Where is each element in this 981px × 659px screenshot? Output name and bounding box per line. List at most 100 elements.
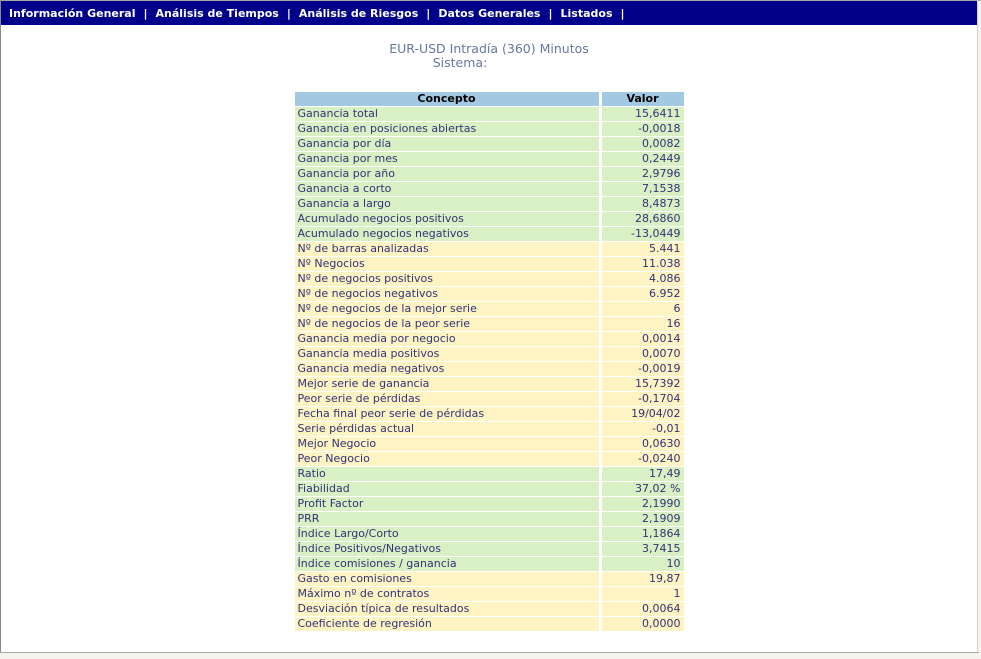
row-value: 0,0082: [601, 137, 684, 151]
menu-separator: |: [143, 6, 148, 20]
row-value: 19,87: [601, 572, 684, 586]
table-row: Ganancia media positivos 0,0070: [294, 347, 684, 361]
row-value: -0,0240: [601, 452, 684, 466]
table-row: Fecha final peor serie de pérdidas 19/04/…: [294, 407, 684, 421]
row-value: 1,1864: [601, 527, 684, 541]
row-label: Mejor serie de ganancia: [294, 377, 599, 391]
table-row: Ganancia en posiciones abiertas -0,0018: [294, 122, 684, 136]
row-value: 16: [601, 317, 684, 331]
row-label: Fecha final peor serie de pérdidas: [294, 407, 599, 421]
row-value: 10: [601, 557, 684, 571]
row-label: Nº de negocios de la peor serie: [294, 317, 599, 331]
table-row: Índice comisiones / ganancia 10: [294, 557, 684, 571]
menu-item-listados[interactable]: Listados: [560, 6, 613, 20]
row-value: -0,01: [601, 422, 684, 436]
row-label: Peor serie de pérdidas: [294, 392, 599, 406]
table-row: Ganancia por mes 0,2449: [294, 152, 684, 166]
table-row: Ganancia por día 0,0082: [294, 137, 684, 151]
menu-item-informacion-general[interactable]: Información General: [9, 6, 136, 20]
table-row: Coeficiente de regresión 0,0000: [294, 617, 684, 631]
row-value: 2,1990: [601, 497, 684, 511]
table-row: Gasto en comisiones 19,87: [294, 572, 684, 586]
row-value: 28,6860: [601, 212, 684, 226]
table-row: Serie pérdidas actual -0,01: [294, 422, 684, 436]
row-label: Acumulado negocios negativos: [294, 227, 599, 241]
table-row: Profit Factor 2,1990: [294, 497, 684, 511]
row-value: -0,0019: [601, 362, 684, 376]
row-value: 37,02 %: [601, 482, 684, 496]
row-value: 19/04/02: [601, 407, 684, 421]
column-header-concepto: Concepto: [294, 92, 599, 106]
row-value: 3,7415: [601, 542, 684, 556]
table-row: Ganancia a corto 7,1538: [294, 182, 684, 196]
menu-item-datos-generales[interactable]: Datos Generales: [438, 6, 541, 20]
table-row: Peor serie de pérdidas -0,1704: [294, 392, 684, 406]
menu-separator: |: [426, 6, 431, 20]
row-value: 15,7392: [601, 377, 684, 391]
row-value: 0,0000: [601, 617, 684, 631]
table-row: Ganancia media por negocio 0,0014: [294, 332, 684, 346]
row-label: Índice Positivos/Negativos: [294, 542, 599, 556]
table-row: Nº de negocios de la peor serie 16: [294, 317, 684, 331]
page-subtitle-row: Sistema:: [1, 56, 977, 70]
menu-separator: |: [286, 6, 291, 20]
row-label: Nº de negocios de la mejor serie: [294, 302, 599, 316]
row-label: Fiabilidad: [294, 482, 599, 496]
row-label: Ganancia a largo: [294, 197, 599, 211]
row-value: 5.441: [601, 242, 684, 256]
row-label: Nº Negocios: [294, 257, 599, 271]
row-label: Coeficiente de regresión: [294, 617, 599, 631]
table-row: Fiabilidad 37,02 %: [294, 482, 684, 496]
table-row: Nº de negocios positivos 4.086: [294, 272, 684, 286]
row-value: 8,4873: [601, 197, 684, 211]
row-label: Ganancia a corto: [294, 182, 599, 196]
row-value: 11.038: [601, 257, 684, 271]
stats-table: Concepto Valor Ganancia total 15,6411 Gana…: [292, 91, 687, 632]
row-label: Serie pérdidas actual: [294, 422, 599, 436]
row-label: Mejor Negocio: [294, 437, 599, 451]
row-value: 6.952: [601, 287, 684, 301]
table-row: Ganancia total 15,6411: [294, 107, 684, 121]
row-label: PRR: [294, 512, 599, 526]
row-label: Nº de barras analizadas: [294, 242, 599, 256]
row-label: Ganancia en posiciones abiertas: [294, 122, 599, 136]
row-value: 17,49: [601, 467, 684, 481]
table-row: Ganancia a largo 8,4873: [294, 197, 684, 211]
row-value: -0,1704: [601, 392, 684, 406]
row-label: Desviación típica de resultados: [294, 602, 599, 616]
menu-item-analisis-de-riesgos[interactable]: Análisis de Riesgos: [298, 6, 419, 20]
table-row: Nº de negocios negativos 6.952: [294, 287, 684, 301]
table-row: PRR 2,1909: [294, 512, 684, 526]
row-label: Ganancia por año: [294, 167, 599, 181]
header-row: Concepto Valor: [294, 92, 684, 106]
table-row: Máximo nº de contratos 1: [294, 587, 684, 601]
row-value: 0,0630: [601, 437, 684, 451]
menu-bar: Información General | Análisis de Tiempos |…: [1, 1, 977, 25]
window-border-top: [0, 0, 981, 1]
row-value: 0,2449: [601, 152, 684, 166]
row-value: -0,0018: [601, 122, 684, 136]
row-label: Ratio: [294, 467, 599, 481]
row-label: Máximo nº de contratos: [294, 587, 599, 601]
table-row: Ganancia media negativos -0,0019: [294, 362, 684, 376]
row-label: Nº de negocios negativos: [294, 287, 599, 301]
menu-separator: |: [548, 6, 553, 20]
table-row: Desviación típica de resultados 0,0064: [294, 602, 684, 616]
row-label: Ganancia media negativos: [294, 362, 599, 376]
row-label: Ganancia media por negocio: [294, 332, 599, 346]
window-border-bottom: [0, 652, 979, 653]
row-value: 15,6411: [601, 107, 684, 121]
row-label: Índice comisiones / ganancia: [294, 557, 599, 571]
table-row: Ganancia por año 2,9796: [294, 167, 684, 181]
row-label: Peor Negocio: [294, 452, 599, 466]
row-value: 0,0064: [601, 602, 684, 616]
menu-item-analisis-de-tiempos[interactable]: Análisis de Tiempos: [155, 6, 279, 20]
table-row: Mejor serie de ganancia 15,7392: [294, 377, 684, 391]
row-value: -13,0449: [601, 227, 684, 241]
row-value: 6: [601, 302, 684, 316]
stats-table-header: Concepto Valor: [294, 92, 684, 106]
row-label: Ganancia por mes: [294, 152, 599, 166]
row-value: 0,0014: [601, 332, 684, 346]
